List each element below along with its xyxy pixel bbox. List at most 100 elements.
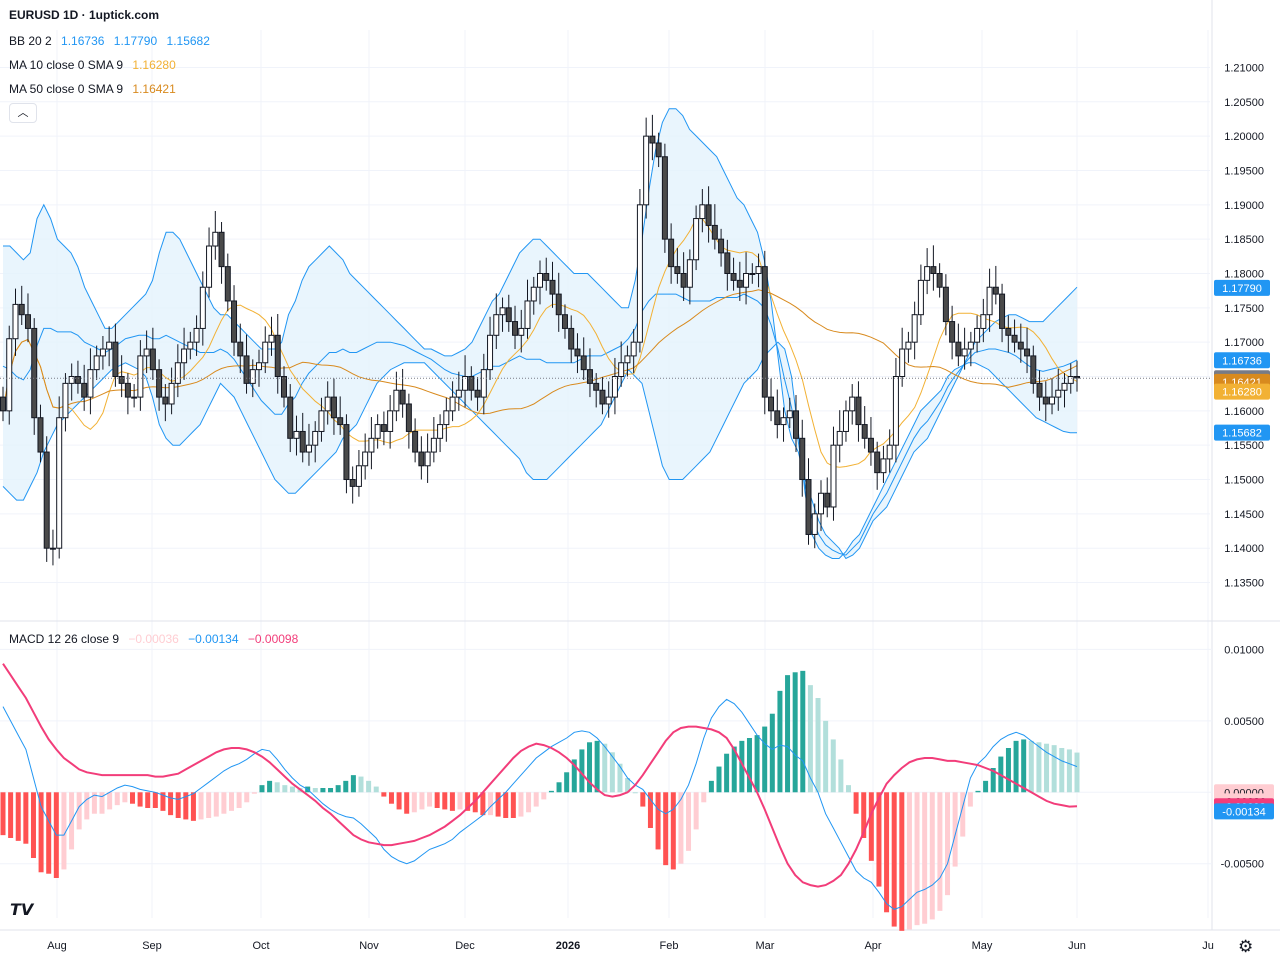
candle-body xyxy=(1061,382,1068,391)
candle-body xyxy=(574,348,581,357)
candle-body xyxy=(730,272,737,281)
candle-body xyxy=(393,389,400,412)
candle-body xyxy=(430,437,437,453)
candle-body xyxy=(399,389,406,405)
histogram-bar xyxy=(381,792,387,797)
histogram-bar xyxy=(533,792,539,807)
price-tick-label: 1.20000 xyxy=(1224,131,1264,143)
histogram-bar xyxy=(952,792,958,867)
histogram-bar xyxy=(373,786,379,793)
histogram-bar xyxy=(8,792,14,838)
price-tick-label: 1.13500 xyxy=(1224,578,1264,590)
histogram-bar xyxy=(861,792,867,838)
candle-body xyxy=(262,341,269,364)
candle-body xyxy=(1024,348,1031,357)
candle-body xyxy=(449,396,456,412)
histogram-bar xyxy=(114,792,120,806)
candles xyxy=(0,114,1080,566)
time-tick-label: Aug xyxy=(47,940,67,952)
candle-body xyxy=(1049,396,1056,405)
histogram-bar xyxy=(746,738,752,793)
histogram-bar xyxy=(1013,740,1019,793)
candle-body xyxy=(867,437,874,453)
bb-fill xyxy=(3,108,1077,559)
candle-body xyxy=(274,334,281,378)
candle-body xyxy=(568,327,575,350)
candle-body xyxy=(705,204,712,226)
histogram-bar xyxy=(183,792,189,820)
candle-body xyxy=(1011,334,1018,343)
histogram-bar xyxy=(914,792,920,926)
candle-body xyxy=(624,355,631,364)
candle-body xyxy=(162,396,169,405)
histogram-bar xyxy=(99,792,105,814)
histogram-bar xyxy=(769,713,775,793)
histogram-bar xyxy=(701,792,707,803)
candle-body xyxy=(474,389,481,398)
time-tick-label: Ju xyxy=(1202,940,1214,952)
histogram-bar xyxy=(30,792,36,858)
histogram-bar xyxy=(335,785,341,793)
histogram-bar xyxy=(686,792,692,851)
candle-body xyxy=(118,376,125,384)
price-tag xyxy=(1214,352,1270,369)
candle-body xyxy=(530,286,537,302)
macd-signal-value: −0.00098 xyxy=(247,632,299,646)
candle-body xyxy=(424,451,431,467)
candle-body xyxy=(174,362,181,384)
price-tick-label: 1.20500 xyxy=(1224,97,1264,109)
histogram-bar xyxy=(1066,749,1072,793)
candle-body xyxy=(974,327,981,343)
candle-body xyxy=(468,376,475,391)
candle-body xyxy=(911,314,918,343)
candle-body xyxy=(1067,376,1074,384)
histogram-bar xyxy=(762,726,768,793)
macd-tick-label: 0.00500 xyxy=(1224,716,1264,728)
candle-body xyxy=(586,369,593,384)
histogram-bar xyxy=(76,792,82,830)
tradingview-logo-icon[interactable]: 𝙏𝙑 xyxy=(10,902,34,919)
macd-line xyxy=(2,698,1078,910)
histogram-bar xyxy=(129,792,135,804)
time-tick-label: Oct xyxy=(252,940,269,952)
candle-body xyxy=(524,300,531,329)
candle-body xyxy=(405,403,412,432)
candle-body xyxy=(6,338,13,412)
candle-body xyxy=(899,348,906,378)
candle-body xyxy=(724,252,731,274)
candle-body xyxy=(561,314,568,329)
candle-body xyxy=(761,266,768,398)
histogram-bar xyxy=(526,792,532,813)
candle-body xyxy=(811,513,818,535)
candle-body xyxy=(886,444,893,460)
price-tick-label: 1.19000 xyxy=(1224,200,1264,212)
candle-body xyxy=(330,396,337,419)
time-tick-label: Jun xyxy=(1068,940,1086,952)
candle-body xyxy=(1005,327,1012,336)
candle-body xyxy=(181,348,188,364)
candle-body xyxy=(480,369,487,398)
candle-body xyxy=(942,286,949,323)
histogram-bar xyxy=(312,788,318,793)
candle-body xyxy=(312,430,319,446)
price-tick-label: 1.18000 xyxy=(1224,268,1264,280)
histogram-bar xyxy=(1028,740,1034,793)
histogram-bar xyxy=(137,792,143,807)
candle-body xyxy=(661,156,668,240)
candle-body xyxy=(243,355,250,384)
candle-body xyxy=(81,382,88,398)
histogram-bar xyxy=(838,759,844,793)
candle-body xyxy=(1036,382,1043,398)
histogram-bar xyxy=(38,792,44,873)
histogram-bar xyxy=(282,785,288,793)
candle-body xyxy=(505,307,512,323)
histogram-bar xyxy=(145,792,151,808)
histogram-bar xyxy=(411,792,417,813)
histogram-bar xyxy=(122,792,128,803)
candle-body xyxy=(168,382,175,405)
candle-body xyxy=(268,334,275,343)
gear-icon[interactable]: ⚙ xyxy=(1238,937,1254,956)
candle-body xyxy=(31,327,38,419)
chevron-up-icon[interactable]: ︿ xyxy=(9,103,37,123)
